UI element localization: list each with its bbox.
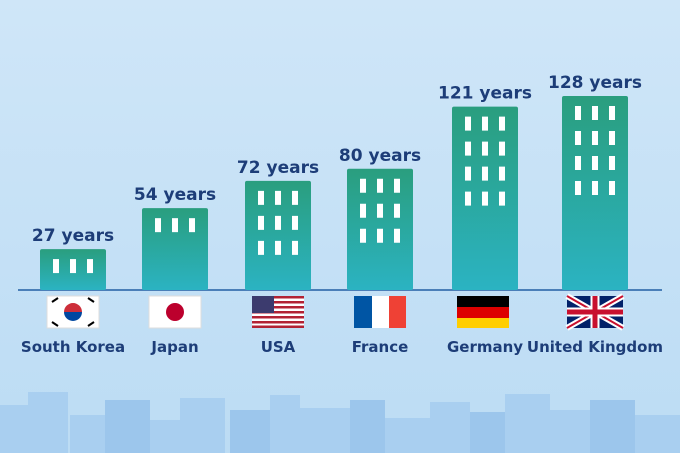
- window: [575, 106, 581, 120]
- window: [499, 116, 505, 131]
- window: [275, 190, 281, 205]
- window: [189, 218, 195, 233]
- window: [394, 203, 400, 218]
- window: [394, 178, 400, 193]
- window: [499, 191, 505, 206]
- value-label: 128 years: [548, 73, 642, 93]
- window: [155, 218, 161, 233]
- window: [482, 166, 488, 181]
- window: [258, 190, 264, 205]
- window: [172, 218, 178, 233]
- value-label: 72 years: [237, 158, 319, 178]
- window: [465, 141, 471, 156]
- window: [377, 178, 383, 193]
- window: [53, 259, 59, 274]
- window: [575, 156, 581, 170]
- window: [499, 141, 505, 156]
- window: [275, 240, 281, 255]
- category-label: Japan: [150, 338, 198, 356]
- window: [87, 259, 93, 274]
- value-label: 27 years: [32, 226, 114, 246]
- window: [360, 228, 366, 243]
- window: [609, 131, 615, 145]
- window: [482, 141, 488, 156]
- window: [609, 106, 615, 120]
- window: [258, 215, 264, 230]
- window: [482, 191, 488, 206]
- window: [292, 240, 298, 255]
- window: [360, 203, 366, 218]
- flags: [46, 293, 625, 331]
- window: [377, 203, 383, 218]
- window: [592, 156, 598, 170]
- window: [465, 116, 471, 131]
- window: [592, 181, 598, 195]
- window: [360, 178, 366, 193]
- category-label: South Korea: [21, 338, 125, 356]
- window: [575, 181, 581, 195]
- skyline: [0, 392, 680, 453]
- window: [609, 156, 615, 170]
- window: [292, 190, 298, 205]
- window: [465, 191, 471, 206]
- window: [377, 228, 383, 243]
- window: [275, 215, 281, 230]
- window: [70, 259, 76, 274]
- value-label: 54 years: [134, 185, 216, 205]
- bar: [245, 180, 311, 290]
- window: [482, 116, 488, 131]
- window: [592, 131, 598, 145]
- value-label: 121 years: [438, 84, 532, 104]
- window: [499, 166, 505, 181]
- window: [609, 181, 615, 195]
- category-label: United Kingdom: [527, 338, 663, 356]
- window: [394, 228, 400, 243]
- category-label: USA: [261, 338, 296, 356]
- value-label: 80 years: [339, 146, 421, 166]
- window: [465, 166, 471, 181]
- window: [575, 131, 581, 145]
- category-label: France: [352, 338, 409, 356]
- window: [258, 240, 264, 255]
- category-label: Germany: [447, 338, 523, 356]
- window: [292, 215, 298, 230]
- window: [592, 106, 598, 120]
